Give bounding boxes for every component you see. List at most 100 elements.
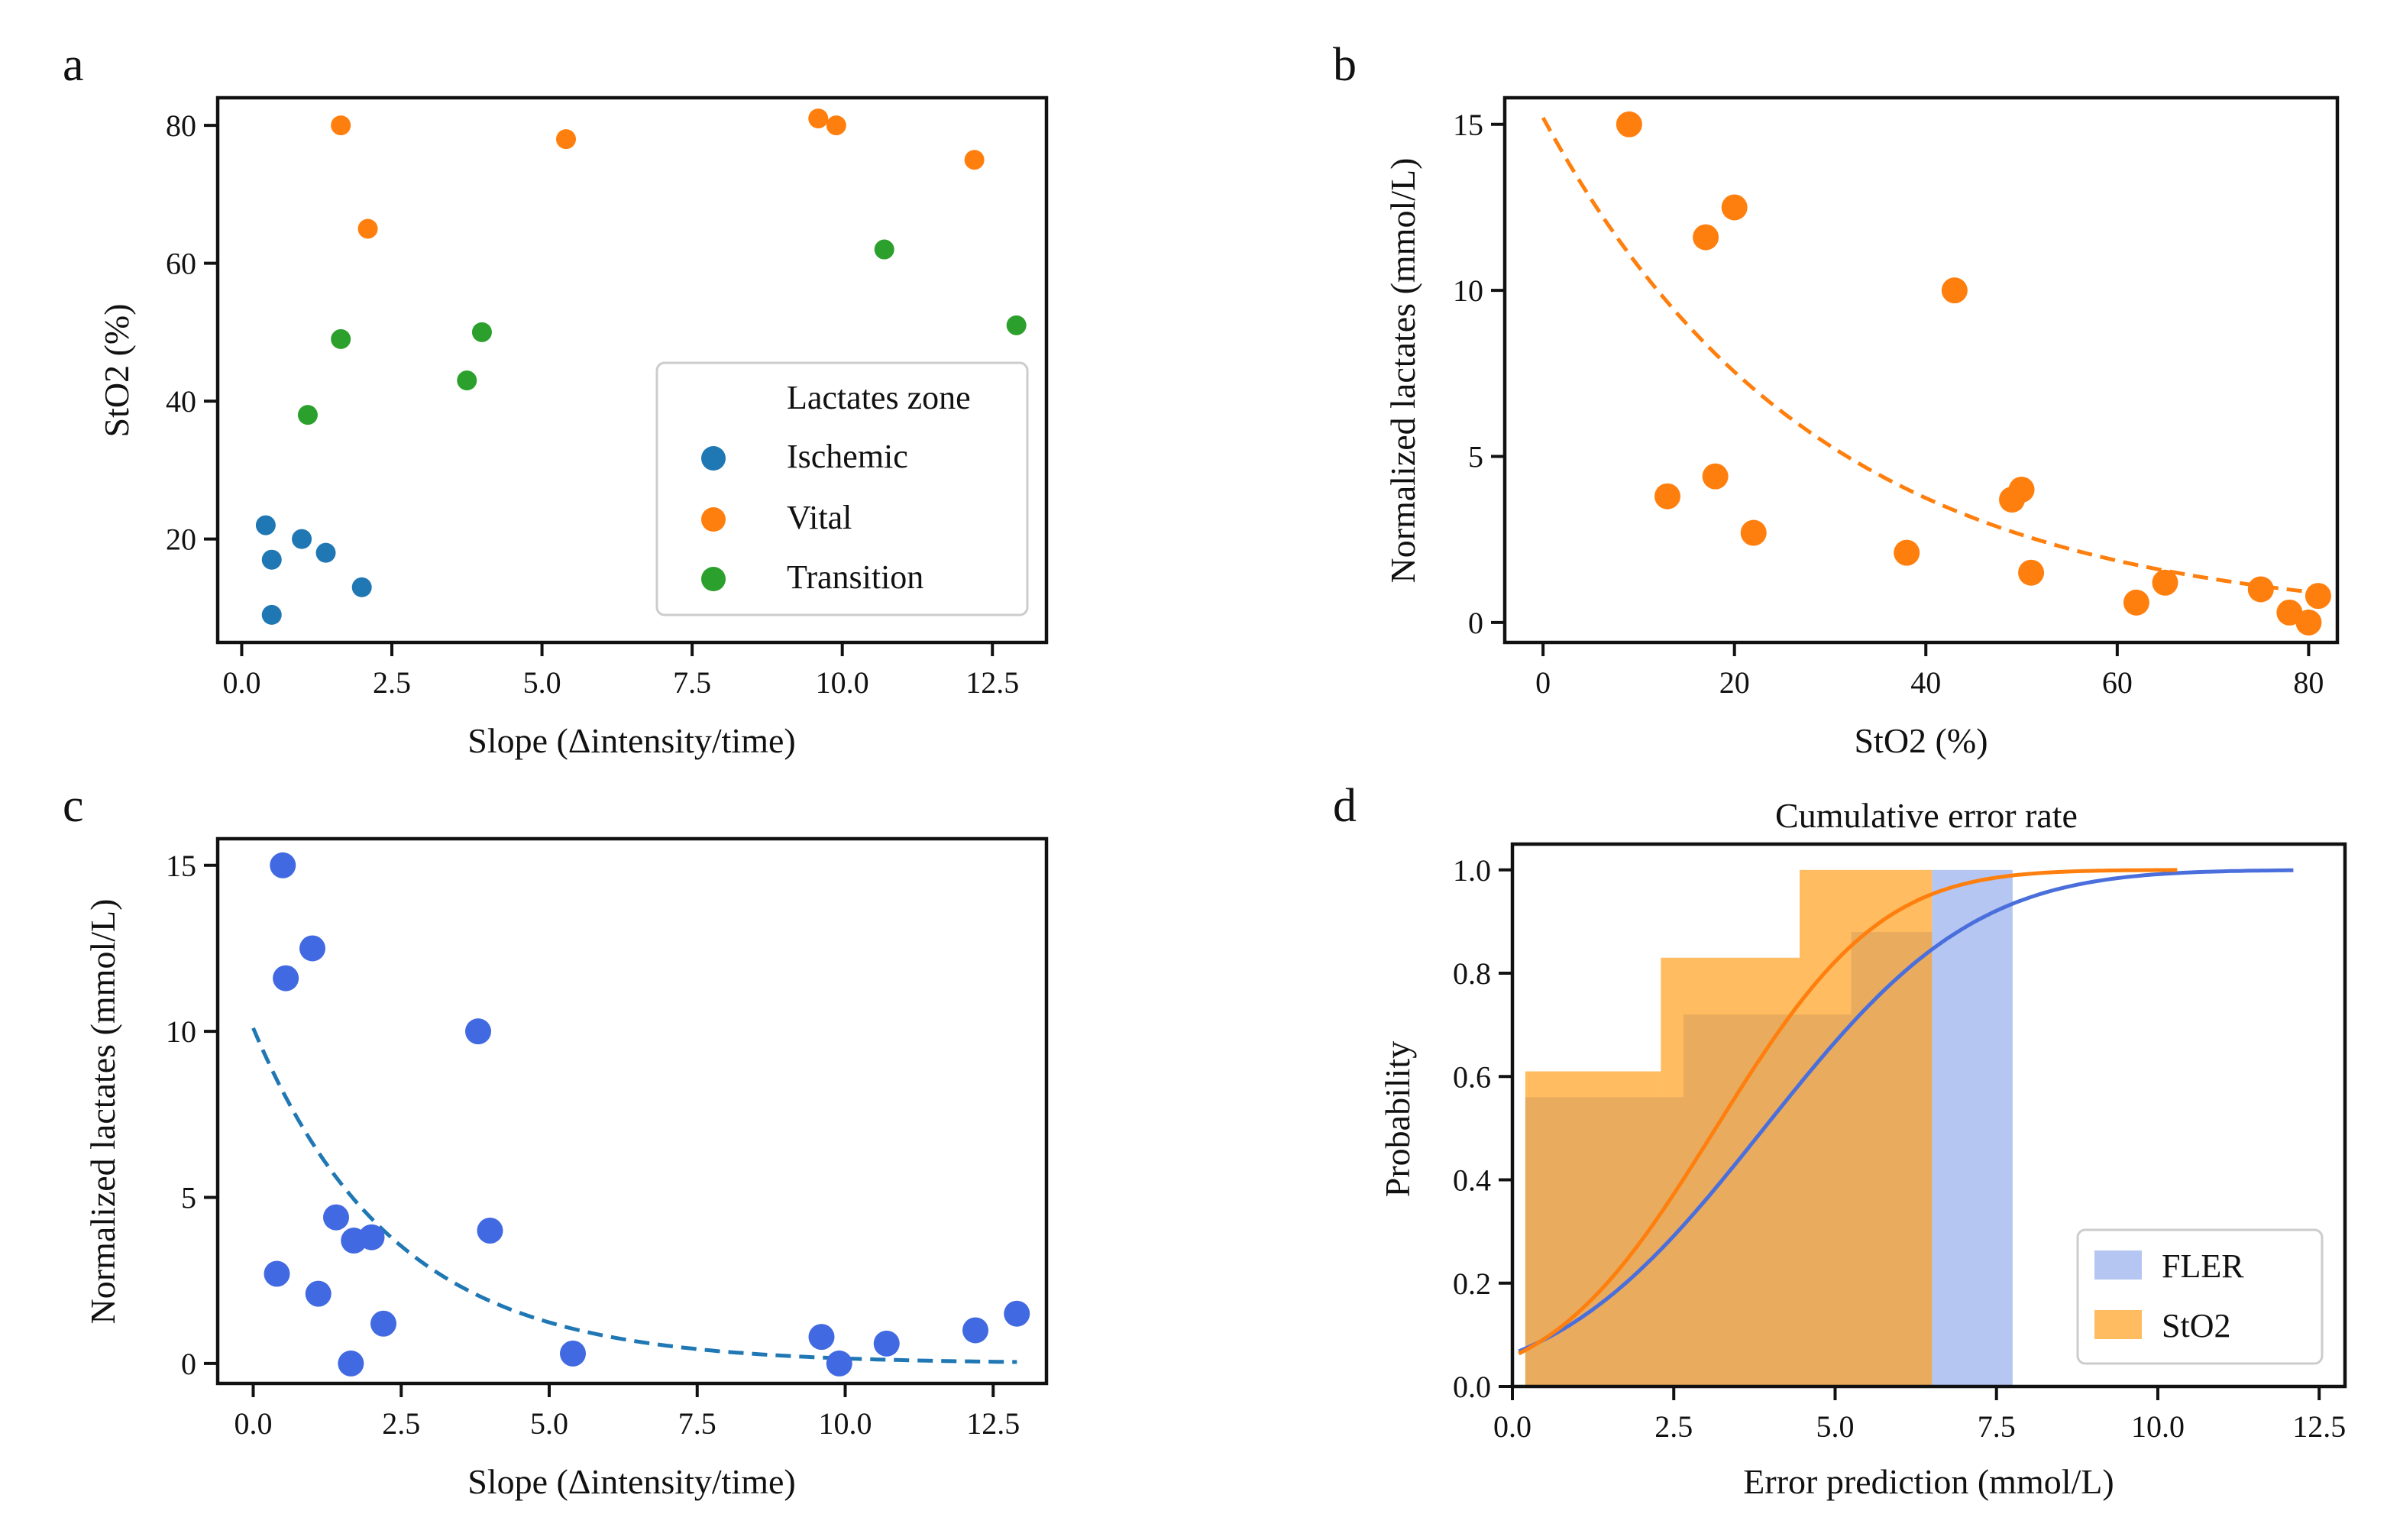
panel-b-marks bbox=[1541, 111, 2331, 636]
data-point bbox=[874, 239, 894, 260]
data-point bbox=[338, 1350, 364, 1377]
x-tick-label: 7.5 bbox=[1978, 1409, 2016, 1444]
y-tick-label: 0 bbox=[1468, 606, 1483, 640]
data-point bbox=[1721, 194, 1748, 221]
data-point bbox=[358, 1224, 385, 1250]
x-tick-label: 7.5 bbox=[678, 1406, 716, 1441]
panel-c-yticks: 0 5 10 15 bbox=[166, 849, 218, 1381]
x-tick-label: 2.5 bbox=[373, 665, 411, 700]
y-tick-label: 10 bbox=[166, 1014, 196, 1049]
x-tick-label: 0.0 bbox=[1493, 1409, 1531, 1444]
legend-ischemic-label: Ischemic bbox=[787, 438, 908, 475]
panel-b-ylabel: Normalized lactates (mmol/L) bbox=[1383, 158, 1422, 584]
data-point bbox=[2247, 576, 2274, 603]
hist-bar bbox=[1800, 869, 1933, 1386]
legend-box bbox=[655, 361, 1029, 616]
x-tick-label: 10.0 bbox=[2131, 1409, 2185, 1444]
data-point bbox=[351, 577, 372, 597]
legend-sto2-label: StO2 bbox=[2162, 1307, 2230, 1344]
panel-a: a 0.0 2.5 5.0 7.5 10.0 12.5 20 40 60 80 Slope (Δ… bbox=[63, 39, 1049, 760]
x-tick-label: 20 bbox=[1719, 665, 1750, 700]
data-point bbox=[1006, 315, 1027, 335]
y-tick-label: 10 bbox=[1453, 273, 1483, 308]
legend-fler-swatch bbox=[2094, 1250, 2142, 1280]
panel-d-legend: FLER StO2 bbox=[2076, 1228, 2324, 1365]
data-point bbox=[331, 115, 351, 136]
data-point bbox=[962, 1317, 988, 1344]
panel-d-yticks: 0.0 0.2 0.4 0.6 0.8 1.0 bbox=[1453, 853, 1512, 1404]
x-tick-label: 10.0 bbox=[819, 1406, 872, 1441]
panel-d-xlabel: Error prediction (mmol/L) bbox=[1743, 1462, 2114, 1501]
data-point bbox=[323, 1204, 349, 1231]
data-point bbox=[331, 328, 351, 349]
panel-c-frame bbox=[215, 836, 1049, 1386]
data-point bbox=[1616, 111, 1642, 138]
data-point bbox=[826, 115, 846, 136]
data-point bbox=[560, 1340, 586, 1367]
data-point bbox=[1693, 224, 1719, 251]
panel-d-title: Cumulative error rate bbox=[1775, 796, 2078, 835]
y-tick-label: 15 bbox=[1453, 108, 1483, 142]
data-point bbox=[465, 1018, 491, 1045]
y-tick-label: 0.6 bbox=[1453, 1060, 1491, 1094]
data-point bbox=[1894, 539, 1920, 566]
panel-c-xlabel: Slope (Δintensity/time) bbox=[467, 1462, 795, 1501]
y-tick-label: 15 bbox=[166, 849, 196, 883]
x-tick-label: 60 bbox=[2102, 665, 2133, 700]
panel-b-frame bbox=[1502, 95, 2340, 645]
fit-curve bbox=[1541, 116, 2309, 594]
data-point bbox=[261, 604, 282, 625]
legend-ischemic-marker bbox=[701, 446, 726, 471]
panel-d-frame bbox=[1510, 842, 2347, 1389]
x-tick-label: 12.5 bbox=[2292, 1409, 2346, 1444]
panel-d-xticks: 0.0 2.5 5.0 7.5 10.0 12.5 bbox=[1493, 1386, 2346, 1444]
data-point bbox=[2305, 583, 2331, 610]
data-point bbox=[297, 405, 318, 425]
y-tick-label: 60 bbox=[166, 247, 196, 281]
data-point bbox=[299, 935, 325, 962]
x-tick-label: 2.5 bbox=[382, 1406, 420, 1441]
cdf-line bbox=[1518, 868, 2178, 1356]
data-point bbox=[273, 965, 299, 992]
panel-a-xlabel: Slope (Δintensity/time) bbox=[467, 721, 795, 760]
panel-a-marks bbox=[255, 108, 1027, 625]
cdf-line bbox=[1518, 868, 2294, 1354]
y-tick-label: 0.8 bbox=[1453, 956, 1491, 991]
data-point bbox=[556, 129, 577, 150]
legend-fler-label: FLER bbox=[2162, 1247, 2244, 1285]
panel-b-yticks: 0 5 10 15 bbox=[1453, 108, 1505, 640]
panel-c-marks bbox=[251, 852, 1030, 1377]
panel-a-frame bbox=[215, 95, 1049, 645]
data-point bbox=[1654, 483, 1680, 510]
data-point bbox=[2276, 599, 2303, 626]
hist-bar bbox=[1525, 1071, 1661, 1386]
data-point bbox=[261, 549, 282, 570]
y-tick-label: 80 bbox=[166, 108, 196, 143]
x-tick-label: 2.5 bbox=[1654, 1409, 1693, 1444]
panel-b: b 0 20 40 60 80 0 5 10 15 StO2 (%) Normalized l… bbox=[1333, 39, 2340, 760]
panel-b-letter: b bbox=[1333, 39, 1357, 91]
data-point bbox=[2295, 609, 2322, 636]
data-point bbox=[2123, 589, 2149, 616]
data-point bbox=[292, 529, 312, 549]
y-tick-label: 0.2 bbox=[1453, 1267, 1491, 1301]
data-point bbox=[457, 370, 477, 391]
data-point bbox=[270, 852, 296, 878]
x-tick-label: 12.5 bbox=[965, 665, 1019, 700]
y-tick-label: 1.0 bbox=[1453, 853, 1491, 888]
x-tick-label: 10.0 bbox=[816, 665, 869, 700]
panel-a-ylabel: StO2 (%) bbox=[97, 303, 136, 437]
data-point bbox=[315, 542, 336, 563]
legend-vital-marker bbox=[701, 507, 726, 532]
panel-a-legend: Lactates zone Ischemic Vital Transition bbox=[655, 361, 1029, 616]
panel-c-letter: c bbox=[63, 780, 84, 832]
y-tick-label: 5 bbox=[181, 1181, 196, 1215]
data-point bbox=[2152, 569, 2178, 596]
x-tick-label: 5.0 bbox=[530, 1406, 568, 1441]
panel-a-letter: a bbox=[63, 39, 84, 91]
y-tick-label: 5 bbox=[1468, 440, 1483, 474]
data-point bbox=[1740, 519, 1767, 546]
panel-b-xlabel: StO2 (%) bbox=[1854, 721, 1988, 760]
x-tick-label: 12.5 bbox=[966, 1406, 1020, 1441]
panel-c-xticks: 0.0 2.5 5.0 7.5 10.0 12.5 bbox=[234, 1383, 1020, 1441]
